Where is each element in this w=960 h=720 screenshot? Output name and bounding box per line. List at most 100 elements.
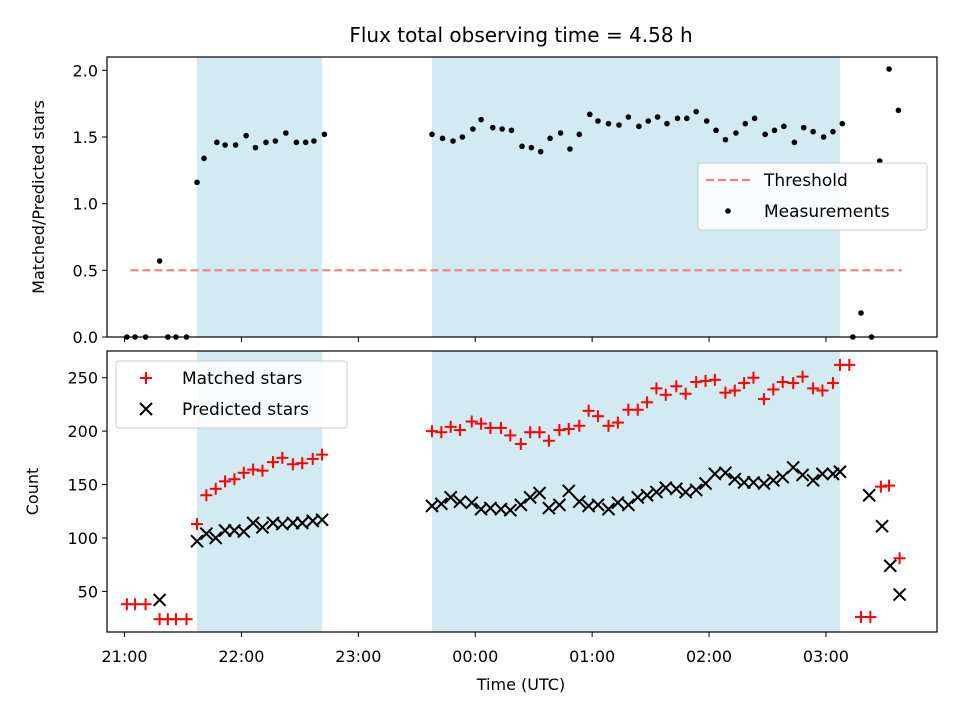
data-point xyxy=(272,138,279,144)
top-panel: 0.0 0.5 1.0 1.5 2.0 Matched/Predicted stars Th… xyxy=(29,56,938,347)
data-point xyxy=(862,488,876,502)
data-point xyxy=(611,416,624,429)
data-point xyxy=(514,498,528,512)
data-point xyxy=(747,371,760,384)
legend: Matched stars Predicted stars xyxy=(115,360,348,429)
data-point xyxy=(875,519,889,533)
data-point xyxy=(201,155,207,162)
data-point xyxy=(199,526,214,541)
data-point xyxy=(703,118,710,124)
data-point xyxy=(557,130,564,136)
series-x xyxy=(152,460,907,607)
data-point xyxy=(209,482,222,495)
data-point xyxy=(674,115,681,122)
y-tick-label: 50 xyxy=(78,582,98,601)
legend: Threshold Measurements xyxy=(697,162,928,231)
data-point xyxy=(139,598,152,611)
data-point xyxy=(283,130,289,136)
data-point xyxy=(434,497,449,511)
shaded-span xyxy=(431,351,840,632)
data-point xyxy=(478,116,484,123)
data-point xyxy=(454,424,467,437)
data-point xyxy=(129,598,142,611)
data-point xyxy=(781,123,787,130)
data-point xyxy=(719,386,732,399)
data-point xyxy=(255,520,270,534)
data-point xyxy=(573,419,586,432)
data-point xyxy=(246,516,260,530)
data-point xyxy=(296,457,309,470)
y-tick-label: 200 xyxy=(67,422,98,441)
data-point xyxy=(766,473,781,487)
data-point xyxy=(649,485,664,499)
data-point xyxy=(795,468,810,482)
data-point xyxy=(591,410,604,423)
data-point xyxy=(738,377,751,390)
data-point xyxy=(631,403,644,416)
data-point xyxy=(232,142,239,148)
data-point xyxy=(659,481,673,495)
data-point xyxy=(733,130,739,136)
data-point xyxy=(776,375,789,388)
data-point xyxy=(625,114,632,120)
data-point xyxy=(302,139,309,146)
data-point xyxy=(435,426,448,439)
y-tick-label: 100 xyxy=(67,529,98,548)
series-plus xyxy=(120,358,906,626)
legend-label: Predicted stars xyxy=(182,400,309,420)
data-point xyxy=(453,494,467,509)
data-point xyxy=(152,593,167,607)
data-point xyxy=(843,358,856,371)
data-point xyxy=(762,131,768,138)
data-point xyxy=(504,429,517,442)
data-point xyxy=(757,393,770,406)
x-tick-label: 22:00 xyxy=(218,647,264,666)
y-axis-title: Count xyxy=(23,468,42,516)
data-point xyxy=(693,108,699,115)
data-point xyxy=(514,437,527,450)
data-point xyxy=(191,518,204,531)
data-point xyxy=(883,479,896,492)
data-point xyxy=(826,377,839,390)
data-point xyxy=(659,388,672,401)
data-point xyxy=(503,503,518,517)
bottom-panel: 50 100 150 200 250 21:00 22:00 23:00 00:00 01:00 0… xyxy=(23,350,938,666)
data-point xyxy=(489,124,496,131)
data-point xyxy=(791,139,798,146)
data-point xyxy=(475,417,488,430)
data-point xyxy=(775,470,790,484)
data-point xyxy=(679,387,692,400)
data-point xyxy=(532,486,547,500)
data-point xyxy=(256,464,269,477)
data-point xyxy=(616,122,622,128)
chart-title: Flux total observing time = 4.58 h xyxy=(349,23,692,47)
data-point xyxy=(806,473,820,487)
data-point xyxy=(553,424,566,437)
data-point xyxy=(800,124,807,131)
data-point xyxy=(533,426,546,439)
data-point xyxy=(746,475,761,490)
data-point xyxy=(830,128,836,135)
legend-marker xyxy=(139,402,153,416)
data-point xyxy=(708,373,721,386)
data-point xyxy=(591,498,605,512)
data-point xyxy=(237,466,250,479)
data-point xyxy=(605,120,612,127)
data-point xyxy=(194,179,200,186)
data-point xyxy=(542,501,556,515)
data-point xyxy=(214,139,220,146)
data-point xyxy=(267,456,279,469)
data-point xyxy=(815,467,830,481)
data-point xyxy=(587,111,593,118)
data-point xyxy=(315,513,329,527)
y-tick-label: 150 xyxy=(67,476,98,495)
data-point xyxy=(895,107,902,114)
data-point xyxy=(708,467,722,481)
data-point xyxy=(459,134,466,140)
axes-frame xyxy=(106,56,938,338)
data-point xyxy=(645,118,652,124)
data-point xyxy=(562,422,575,435)
legend-box xyxy=(115,360,348,429)
data-point xyxy=(443,490,458,505)
